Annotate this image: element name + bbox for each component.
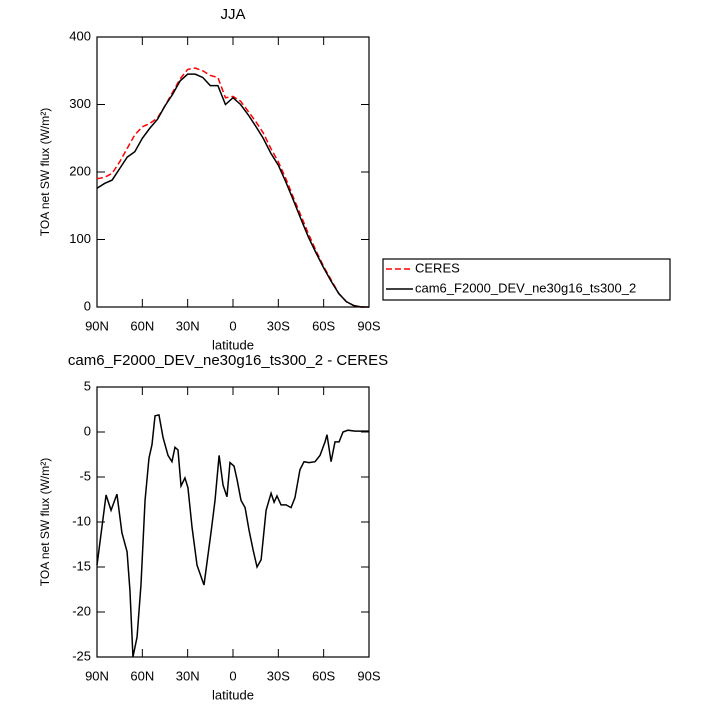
x-tick-label: 90N bbox=[85, 668, 109, 683]
x-axis-label: latitude bbox=[212, 337, 254, 352]
y-tick-label: 0 bbox=[84, 298, 91, 313]
legend-label: CERES bbox=[415, 260, 460, 275]
legend-frame bbox=[382, 258, 671, 301]
y-tick-label: -5 bbox=[79, 468, 91, 483]
x-tick-label: 60S bbox=[312, 318, 335, 333]
chart-title: cam6_F2000_DEV_ne30g16_ts300_2 - CERES bbox=[68, 352, 388, 369]
x-tick-label: 60S bbox=[312, 668, 335, 683]
y-tick-label: -25 bbox=[72, 648, 91, 663]
x-tick-label: 30N bbox=[176, 318, 200, 333]
x-axis-label: latitude bbox=[212, 687, 254, 702]
y-tick-label: 400 bbox=[69, 28, 91, 43]
x-tick-label: 60N bbox=[130, 318, 154, 333]
plot: JJA latitude TOA net SW flux (W/m²) 90N 60N 3… bbox=[38, 6, 671, 352]
x-tick-label: 30S bbox=[267, 668, 290, 683]
chart-title: JJA bbox=[220, 6, 245, 23]
data-line bbox=[96, 413, 369, 658]
legend-label: cam6_F2000_DEV_ne30g16_ts300_2 bbox=[415, 280, 636, 295]
y-tick-label: 100 bbox=[69, 231, 91, 246]
plot: cam6_F2000_DEV_ne30g16_ts300_2 - CERES la… bbox=[38, 352, 388, 702]
y-tick-label: -20 bbox=[72, 603, 91, 618]
y-axis-label: TOA net SW flux (W/m²) bbox=[38, 458, 52, 586]
x-tick-label: 30S bbox=[267, 318, 290, 333]
x-tick-label: 90S bbox=[357, 668, 380, 683]
y-tick-label: -10 bbox=[72, 513, 91, 528]
series-line bbox=[96, 67, 369, 308]
x-tick-label: 90S bbox=[357, 318, 380, 333]
y-tick-label: -15 bbox=[72, 558, 91, 573]
y-tick-label: 200 bbox=[69, 163, 91, 178]
plot-frame bbox=[96, 386, 370, 658]
x-tick-label: 60N bbox=[130, 668, 154, 683]
y-tick-label: 5 bbox=[84, 378, 91, 393]
plot-frame bbox=[96, 36, 370, 308]
x-tick-label: 0 bbox=[229, 668, 236, 683]
series-line bbox=[96, 73, 369, 308]
y-axis-label: TOA net SW flux (W/m²) bbox=[38, 108, 52, 236]
y-tick-label: 300 bbox=[69, 96, 91, 111]
y-tick-label: 0 bbox=[84, 423, 91, 438]
x-tick-label: 0 bbox=[229, 318, 236, 333]
x-tick-label: 30N bbox=[176, 668, 200, 683]
x-tick-label: 90N bbox=[85, 318, 109, 333]
